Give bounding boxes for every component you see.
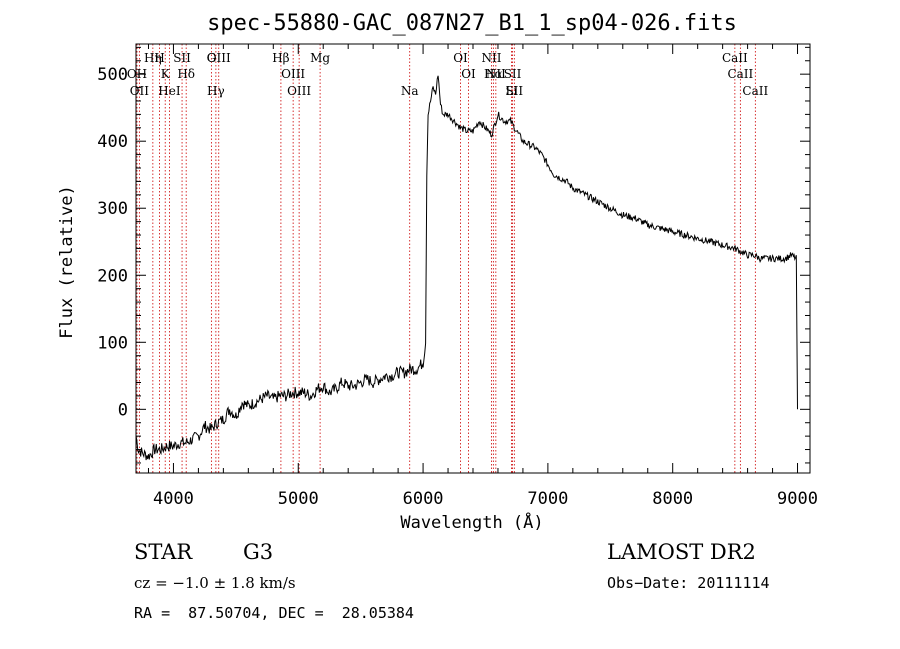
survey-name: LAMOST DR2 bbox=[607, 540, 756, 564]
y-tick-label: 300 bbox=[97, 199, 128, 219]
emission-line-label: Mg bbox=[310, 51, 330, 65]
emission-line-label: H bbox=[154, 51, 164, 65]
emission-line-label: Na bbox=[401, 84, 419, 98]
emission-line-label: SII bbox=[505, 84, 523, 98]
ra-dec-coordinates: RA = 87.50704, DEC = 28.05384 bbox=[134, 604, 414, 622]
emission-line-label: Hα bbox=[484, 67, 503, 81]
y-tick-label: 200 bbox=[97, 266, 128, 286]
emission-line-label: Hγ bbox=[207, 84, 225, 98]
emission-line-label: CaII bbox=[722, 51, 748, 65]
emission-line-label: NII bbox=[481, 51, 501, 65]
x-tick-label: 4000 bbox=[153, 489, 194, 509]
emission-line-label: SII bbox=[504, 67, 522, 81]
chart-title: spec-55880-GAC_087N27_B1_1_sp04-026.fits bbox=[207, 11, 737, 36]
emission-line-label: OIII bbox=[207, 51, 231, 65]
plot-frame bbox=[135, 43, 811, 474]
object-class: STAR bbox=[134, 540, 193, 564]
observation-date: Obs−Date: 20111114 bbox=[607, 574, 770, 592]
emission-line-label: OII bbox=[130, 84, 150, 98]
x-tick-label: 5000 bbox=[278, 489, 319, 509]
object-subclass: G3 bbox=[243, 540, 274, 564]
emission-line-label: NII bbox=[486, 67, 506, 81]
emission-line-labels: OIIHηOHHKHeISIIHδGOIIIHγHβOIIIOIIIMgNaOI… bbox=[127, 51, 769, 98]
emission-line-label: OIII bbox=[281, 67, 305, 81]
spectrum-line bbox=[135, 75, 798, 461]
x-tick-label: 9000 bbox=[777, 489, 818, 509]
emission-line-label: K bbox=[161, 67, 171, 81]
redshift-cz: cz = −1.0 ± 1.8 km/s bbox=[134, 574, 296, 592]
x-axis-label: Wavelength (Å) bbox=[400, 511, 543, 533]
emission-line-label: G bbox=[207, 51, 217, 65]
spectrum-chart: OIIHηOHHKHeISIIHδGOIIIHγHβOIIIOIIIMgNaOI… bbox=[57, 11, 818, 533]
x-tick-label: 7000 bbox=[527, 489, 568, 509]
y-tick-label: 100 bbox=[97, 333, 128, 353]
y-tick-label: 500 bbox=[97, 65, 128, 85]
emission-line-label: OI bbox=[453, 51, 468, 65]
emission-line-label: SII bbox=[173, 51, 191, 65]
emission-line-label: OI bbox=[461, 67, 476, 81]
x-tick-label: 6000 bbox=[403, 489, 444, 509]
emission-line-label: Li bbox=[506, 84, 518, 98]
y-axis-label: Flux (relative) bbox=[57, 185, 77, 339]
emission-line-label: Hδ bbox=[177, 67, 195, 81]
x-tick-label: 8000 bbox=[652, 489, 693, 509]
emission-line-label: Hβ bbox=[272, 51, 289, 65]
emission-line-label: CaII bbox=[742, 84, 768, 98]
emission-line-label: Hη bbox=[144, 51, 162, 65]
emission-line-label: CaII bbox=[727, 67, 753, 81]
x-axis-ticks: 4000 5000 6000 7000 8000 9000 bbox=[147, 44, 818, 509]
emission-line-label: OIII bbox=[287, 84, 311, 98]
y-axis-ticks: 0 100 200 300 400 500 bbox=[97, 46, 810, 464]
y-tick-label: 0 bbox=[118, 400, 128, 420]
emission-line-markers bbox=[136, 44, 756, 473]
y-tick-label: 400 bbox=[97, 132, 128, 152]
emission-line-label: HeI bbox=[158, 84, 181, 98]
